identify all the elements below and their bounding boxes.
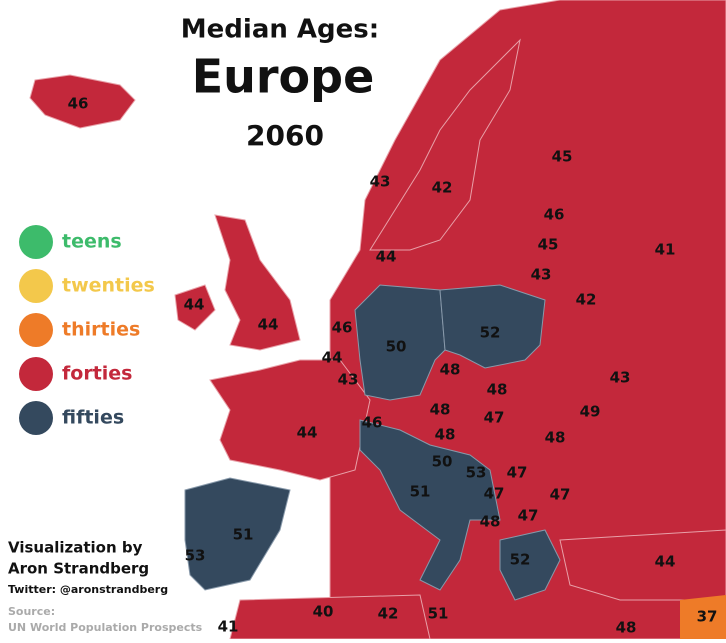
age-label: 44 [322,349,343,367]
age-label: 48 [430,401,451,419]
legend-swatch [19,225,53,259]
age-label: 52 [480,324,501,342]
age-label: 43 [531,266,552,284]
age-label: 42 [432,179,453,197]
age-label: 48 [435,426,456,444]
age-label: 43 [370,173,391,191]
legend-label: twenties [62,275,155,297]
age-label: 49 [580,403,601,421]
age-label: 48 [545,429,566,447]
title-line3: 2060 [246,119,324,152]
fifties-regions [184,284,561,601]
value-labels: 46 45 43 42 46 45 41 44 43 42 44 44 46 50 52 44 43 48 48 43… [68,95,718,637]
age-label: 46 [544,206,565,224]
age-label: 48 [480,513,501,531]
age-label: 41 [655,241,676,259]
source-label: Source: [8,605,55,618]
age-label: 44 [376,248,397,266]
source: UN World Population Prospects [8,621,203,634]
age-label: 41 [218,618,239,636]
age-label: 51 [410,483,431,501]
age-label: 43 [338,371,359,389]
age-label: 44 [297,424,318,442]
legend-label: fifties [62,407,124,429]
age-label: 50 [432,453,453,471]
age-label: 42 [576,291,597,309]
age-label: 53 [185,547,206,565]
legend-swatch [19,401,53,435]
age-label: 52 [510,551,531,569]
credit-line1: Visualization by [8,539,143,557]
legend: teens twenties thirties forties fifties [19,225,155,435]
age-label: 51 [428,605,449,623]
age-label: 48 [487,381,508,399]
age-label: 44 [655,553,676,571]
age-label: 37 [697,608,718,626]
age-label: 47 [484,409,505,427]
age-label: 48 [616,619,637,637]
credit-twitter: Twitter: @aronstrandberg [8,583,168,596]
legend-label: thirties [62,319,140,341]
age-label: 47 [484,485,505,503]
age-label: 40 [313,603,334,621]
age-label: 45 [552,148,573,166]
age-label: 42 [378,605,399,623]
legend-swatch [19,313,53,347]
age-label: 47 [518,507,539,525]
legend-label: teens [62,231,122,253]
title-line2: Europe [192,50,375,104]
age-label: 50 [386,338,407,356]
thirties-region [680,595,726,639]
credit-line2: Aron Strandberg [8,560,149,578]
legend-swatch [19,357,53,391]
age-label: 51 [233,526,254,544]
age-label: 46 [332,319,353,337]
age-label: 43 [610,369,631,387]
title-line1: Median Ages: [181,15,379,45]
age-label: 47 [550,486,571,504]
age-label: 47 [507,464,528,482]
legend-swatch [19,269,53,303]
age-label: 44 [258,316,279,334]
age-label: 46 [68,95,89,113]
age-label: 46 [362,414,383,432]
age-label: 45 [538,236,559,254]
age-label: 44 [184,296,205,314]
age-label: 53 [466,464,487,482]
age-label: 48 [440,361,461,379]
legend-label: forties [62,363,132,385]
